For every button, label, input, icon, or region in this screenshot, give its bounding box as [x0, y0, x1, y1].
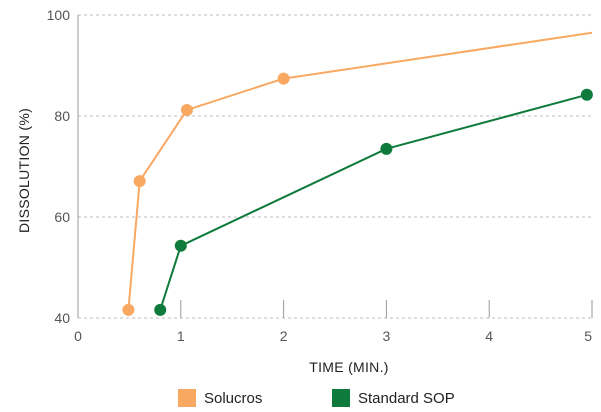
y-tick-label-60: 60	[54, 209, 70, 225]
x-tick-label-4: 4	[485, 328, 493, 344]
axes: 40 60 80 100 0 1 2 3 4 5	[47, 7, 593, 344]
legend-swatch-1	[332, 389, 350, 407]
x-tick-label-5: 5	[584, 328, 592, 344]
data-point-0-1	[133, 175, 146, 188]
series	[122, 31, 593, 316]
y-tick-label-100: 100	[47, 7, 71, 23]
data-point-1-3	[580, 88, 593, 101]
data-point-1-0	[154, 303, 167, 316]
series-line-0	[127, 31, 593, 310]
data-point-0-2	[180, 103, 193, 116]
x-tick-label-2: 2	[280, 328, 288, 344]
x-tick-label-1: 1	[177, 328, 185, 344]
series-line-1	[159, 92, 593, 311]
x-axis-title: TIME (MIN.)	[309, 359, 389, 375]
y-tick-label-80: 80	[54, 108, 70, 124]
x-tick-label-0: 0	[74, 328, 82, 344]
data-point-1-1	[174, 239, 187, 252]
legend-label-1: Standard SOP	[358, 390, 455, 407]
grid	[78, 14, 592, 319]
data-point-0-0	[122, 303, 135, 316]
legend-swatch-0	[178, 389, 196, 407]
legend-label-0: Solucros	[204, 390, 262, 407]
axis-labels: TIME (MIN.) DISSOLUTION (%)	[16, 108, 389, 375]
y-axis-title: DISSOLUTION (%)	[16, 108, 32, 233]
y-tick-label-40: 40	[54, 310, 70, 326]
data-point-0-3	[277, 72, 290, 85]
x-tick-label-3: 3	[383, 328, 391, 344]
data-point-1-2	[380, 142, 393, 155]
legend: Solucros Standard SOP	[178, 389, 455, 407]
